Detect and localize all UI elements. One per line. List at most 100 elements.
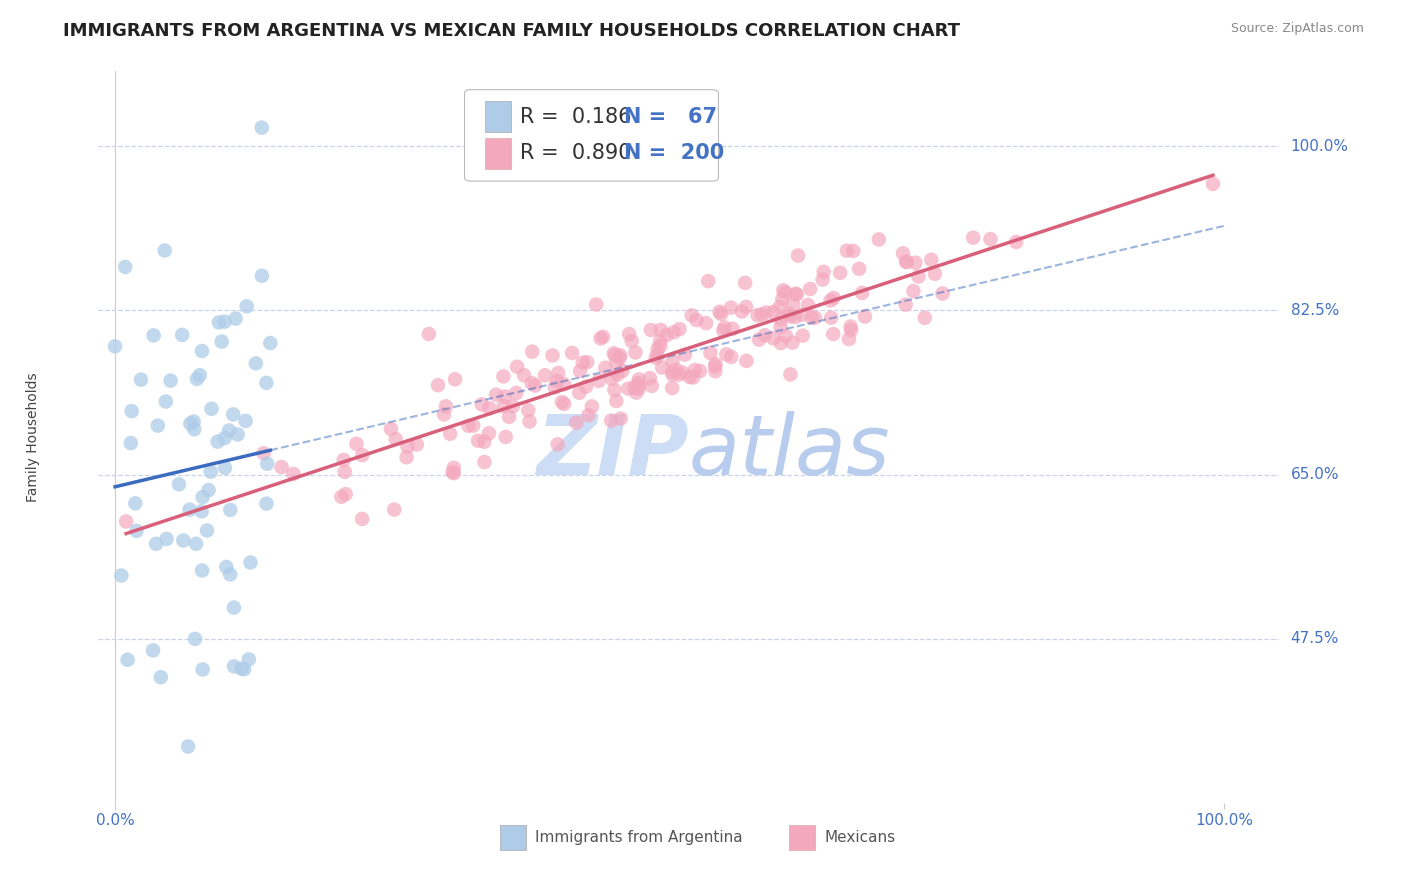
Point: [782, 335, 804, 350]
Point: [778, 307, 800, 321]
Point: [541, 348, 564, 362]
Point: [335, 487, 357, 501]
Point: [800, 310, 823, 325]
Point: [620, 334, 643, 348]
Point: [238, 652, 260, 666]
Point: [222, 659, 245, 673]
Point: [785, 310, 807, 324]
Point: [716, 347, 738, 361]
Point: [553, 377, 575, 392]
Point: [547, 437, 569, 451]
Point: [651, 360, 673, 375]
Point: [704, 364, 727, 378]
Point: [853, 310, 876, 324]
Point: [627, 372, 650, 386]
Point: [609, 351, 631, 365]
Point: [195, 524, 218, 538]
Point: [547, 366, 569, 380]
Point: [920, 252, 942, 267]
Point: [770, 292, 793, 306]
Point: [1005, 235, 1028, 249]
Point: [585, 297, 607, 311]
Point: [145, 537, 167, 551]
Point: [418, 326, 440, 341]
Point: [754, 328, 776, 343]
Point: [427, 378, 450, 392]
Point: [787, 249, 810, 263]
Text: Mexicans: Mexicans: [825, 830, 896, 846]
Point: [751, 307, 773, 321]
Point: [735, 300, 758, 314]
Text: N =  200: N = 200: [624, 144, 724, 163]
Point: [617, 382, 640, 396]
Bar: [485, 138, 510, 169]
Point: [903, 284, 925, 298]
Point: [225, 311, 247, 326]
Point: [775, 328, 797, 343]
Point: [117, 653, 139, 667]
Point: [769, 312, 792, 326]
Point: [207, 434, 229, 449]
Point: [619, 326, 641, 341]
Point: [214, 460, 236, 475]
Point: [149, 670, 172, 684]
Point: [380, 422, 402, 436]
Point: [434, 399, 457, 413]
Point: [605, 356, 627, 370]
Point: [146, 418, 169, 433]
Point: [214, 315, 236, 329]
Point: [627, 381, 650, 395]
Point: [589, 331, 612, 345]
Point: [332, 453, 354, 467]
Point: [129, 373, 152, 387]
Point: [678, 370, 700, 384]
Text: R =  0.890: R = 0.890: [520, 144, 631, 163]
Point: [775, 285, 797, 300]
Point: [245, 356, 267, 370]
Point: [600, 414, 623, 428]
Point: [571, 355, 593, 369]
Point: [565, 416, 588, 430]
Point: [467, 434, 489, 448]
Point: [114, 260, 136, 274]
Point: [405, 437, 427, 451]
Point: [721, 321, 744, 335]
Point: [524, 378, 547, 392]
Point: [568, 385, 591, 400]
Text: Source: ZipAtlas.com: Source: ZipAtlas.com: [1230, 22, 1364, 36]
Point: [214, 431, 236, 445]
Point: [191, 344, 214, 359]
Point: [683, 363, 706, 377]
Point: [250, 268, 273, 283]
Point: [191, 663, 214, 677]
Point: [804, 310, 827, 325]
Point: [124, 496, 146, 510]
Point: [197, 483, 219, 497]
Point: [222, 408, 245, 422]
Text: Family Households: Family Households: [27, 372, 41, 502]
Point: [894, 254, 917, 268]
Point: [839, 323, 862, 337]
Text: Immigrants from Argentina: Immigrants from Argentina: [536, 830, 742, 846]
Point: [839, 319, 862, 334]
Point: [661, 354, 683, 368]
Point: [155, 394, 177, 409]
Point: [779, 310, 801, 324]
Point: [546, 374, 568, 388]
Point: [551, 395, 574, 409]
Point: [661, 365, 683, 379]
Point: [384, 432, 406, 446]
Point: [907, 269, 929, 284]
Point: [772, 283, 794, 297]
Point: [713, 320, 735, 334]
Point: [695, 316, 717, 330]
Point: [441, 465, 464, 479]
Point: [352, 448, 374, 462]
Point: [346, 437, 368, 451]
Point: [576, 355, 599, 369]
Point: [979, 232, 1001, 246]
Point: [644, 351, 666, 365]
Point: [172, 327, 194, 342]
Point: [640, 323, 662, 337]
Point: [125, 524, 148, 538]
